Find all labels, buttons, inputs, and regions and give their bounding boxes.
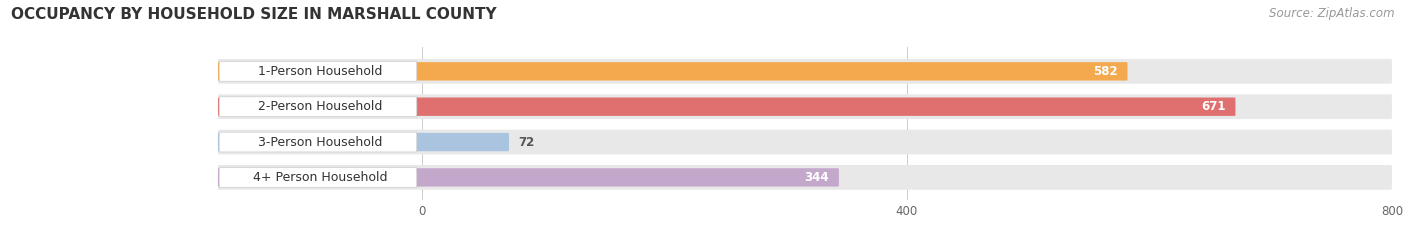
Text: 3-Person Household: 3-Person Household [257, 136, 382, 149]
Text: 4+ Person Household: 4+ Person Household [253, 171, 387, 184]
Text: 2-Person Household: 2-Person Household [257, 100, 382, 113]
FancyBboxPatch shape [218, 168, 839, 187]
Text: OCCUPANCY BY HOUSEHOLD SIZE IN MARSHALL COUNTY: OCCUPANCY BY HOUSEHOLD SIZE IN MARSHALL … [11, 7, 496, 22]
Text: Source: ZipAtlas.com: Source: ZipAtlas.com [1270, 7, 1395, 20]
Text: 1-Person Household: 1-Person Household [257, 65, 382, 78]
Text: 671: 671 [1201, 100, 1226, 113]
FancyBboxPatch shape [219, 168, 416, 187]
FancyBboxPatch shape [219, 132, 416, 152]
FancyBboxPatch shape [218, 62, 1128, 81]
FancyBboxPatch shape [218, 133, 509, 151]
FancyBboxPatch shape [218, 165, 1392, 190]
Text: 582: 582 [1094, 65, 1118, 78]
FancyBboxPatch shape [219, 62, 416, 81]
FancyBboxPatch shape [218, 94, 1392, 119]
Text: 72: 72 [519, 136, 534, 149]
FancyBboxPatch shape [218, 59, 1392, 84]
Text: 344: 344 [804, 171, 830, 184]
FancyBboxPatch shape [218, 130, 1392, 154]
FancyBboxPatch shape [218, 97, 1236, 116]
FancyBboxPatch shape [219, 97, 416, 116]
